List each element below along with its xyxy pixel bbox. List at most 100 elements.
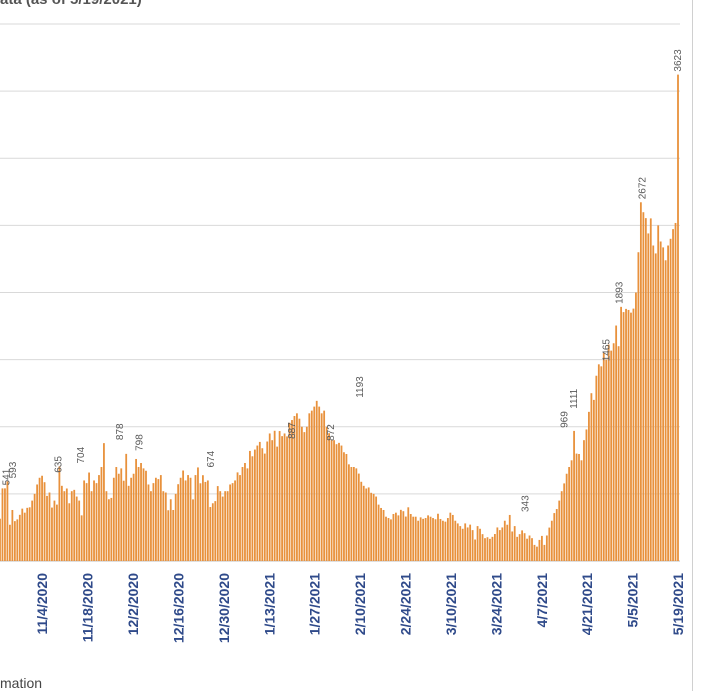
bar — [236, 472, 239, 561]
bar — [310, 410, 313, 561]
bar — [357, 473, 360, 561]
bar — [93, 480, 95, 561]
bar — [80, 515, 83, 561]
bar — [206, 480, 209, 561]
bar — [474, 539, 476, 561]
bar — [224, 491, 227, 561]
bar — [583, 440, 585, 561]
bar — [328, 433, 330, 561]
bar — [395, 512, 397, 561]
data-label: 798 — [135, 434, 146, 451]
bar — [560, 491, 563, 561]
bar — [630, 312, 632, 561]
bar — [276, 446, 279, 561]
bar — [85, 483, 88, 561]
bar — [231, 483, 234, 561]
bar — [531, 538, 533, 561]
bar — [41, 475, 43, 561]
bar — [345, 454, 348, 561]
bar — [13, 521, 16, 561]
bar — [239, 475, 241, 561]
bar — [286, 436, 288, 561]
data-label: 674 — [206, 450, 217, 467]
bar — [402, 511, 405, 561]
bar — [625, 308, 627, 561]
bar — [253, 449, 256, 561]
bar — [558, 500, 561, 561]
bar — [187, 475, 189, 561]
bar — [348, 464, 350, 561]
bar — [647, 233, 650, 561]
bar — [241, 467, 244, 561]
bar — [46, 495, 48, 561]
bar — [315, 400, 318, 561]
chart-frame-edge — [692, 0, 693, 691]
bar — [597, 364, 600, 561]
bar — [360, 481, 363, 561]
bar — [157, 479, 160, 561]
bar — [543, 544, 546, 561]
bar — [130, 477, 133, 561]
bar — [214, 501, 217, 561]
bar — [115, 467, 118, 561]
bar — [607, 344, 610, 561]
bar — [95, 483, 98, 561]
bar — [234, 480, 236, 561]
bar — [194, 475, 197, 561]
bar — [627, 309, 630, 561]
x-tick-label: 11/4/2020 — [34, 573, 50, 635]
bar — [135, 458, 137, 561]
bar — [449, 512, 452, 561]
x-tick-label: 11/18/2020 — [80, 573, 96, 643]
bar — [451, 514, 454, 561]
bar — [377, 504, 380, 561]
x-tick-label: 12/30/2020 — [216, 573, 232, 643]
bar — [43, 482, 46, 561]
bar — [595, 375, 598, 561]
data-label: 969 — [560, 411, 571, 428]
bar — [150, 491, 152, 561]
bar — [392, 514, 395, 561]
bar — [98, 475, 100, 561]
bar — [385, 516, 387, 561]
bar — [486, 537, 489, 561]
data-label: 887 — [287, 422, 298, 439]
bar — [340, 445, 343, 561]
bar — [172, 509, 175, 561]
bar — [278, 431, 281, 561]
bar — [1, 488, 4, 561]
bar — [615, 325, 618, 561]
bar — [508, 514, 511, 561]
chart-title-cropped: ata (as of 5/19/2021) — [0, 0, 142, 8]
bar — [273, 430, 276, 561]
bar — [677, 74, 679, 562]
bar — [417, 520, 420, 561]
bar — [268, 433, 271, 561]
bar — [0, 518, 1, 561]
bar — [249, 450, 251, 561]
bar — [184, 480, 187, 561]
bar — [16, 519, 19, 561]
bar — [221, 496, 224, 561]
bar — [669, 238, 672, 562]
bar — [137, 467, 140, 561]
bar — [476, 526, 479, 561]
bar — [612, 343, 615, 561]
bar — [459, 526, 462, 561]
bar — [622, 312, 625, 561]
bar — [266, 441, 269, 561]
bar — [313, 406, 316, 561]
bar — [585, 429, 588, 561]
bar — [550, 520, 553, 561]
bar — [506, 524, 509, 561]
bar — [367, 487, 370, 561]
bar — [197, 467, 199, 561]
bar — [73, 489, 76, 561]
bar — [513, 526, 516, 561]
bar — [283, 433, 286, 561]
bar — [323, 410, 326, 561]
data-label: 704 — [76, 446, 87, 463]
bar — [125, 453, 128, 561]
bar — [563, 483, 566, 561]
